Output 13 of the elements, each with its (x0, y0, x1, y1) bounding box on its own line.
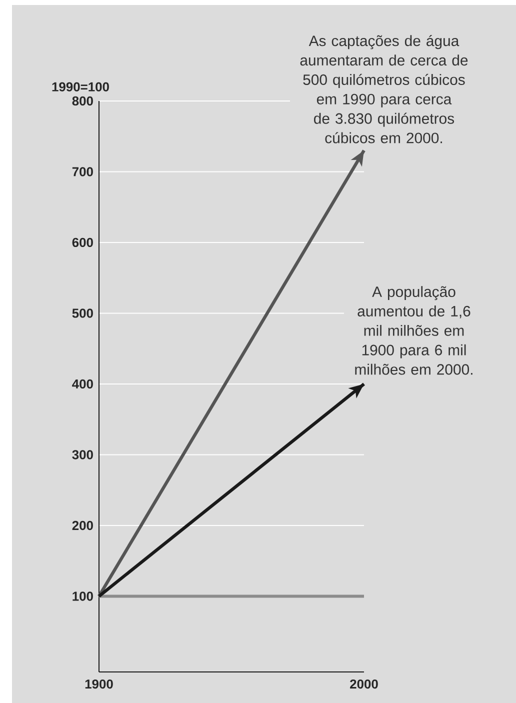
x-tick-label: 1900 (85, 679, 113, 689)
y-tick-label: 200 (72, 520, 93, 530)
annotation: A população aumentou de 1,6 mil milhões em 1900 para 6 mil milhões em 2000. (355, 286, 472, 375)
y-tick-label: 500 (72, 308, 93, 318)
x-tick-label: 2000 (350, 679, 378, 689)
y-axis-title: 1990=100 (52, 82, 109, 92)
y-tick-label: 800 (72, 96, 93, 106)
y-tick-label: 600 (72, 238, 93, 248)
y-tick-label: 400 (72, 379, 93, 389)
y-tick-label: 300 (72, 450, 93, 460)
y-tick-label: 100 (72, 592, 93, 601)
annotation: As captações de água aumentaram de cerca de 500 quilómetros cúbicos em 1990 para cerca de 3.830 quilómetros cúbicos em 2000. (300, 34, 468, 144)
y-tick-label: 700 (72, 167, 93, 176)
